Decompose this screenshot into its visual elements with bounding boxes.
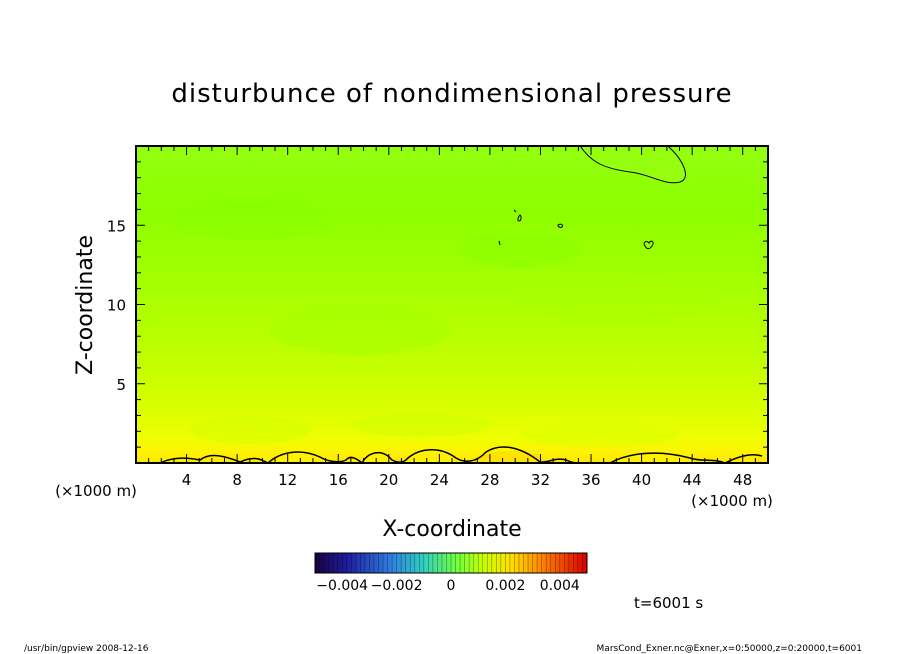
heatmap-field [136,146,768,463]
contour-top-right [579,146,686,184]
x-tick-label: 44 [683,471,702,489]
contour-small-4 [513,209,517,213]
contour-small-5 [498,240,501,246]
x-tick-label: 40 [632,471,651,489]
y-tick-label: 5 [116,376,126,394]
colorbar-tick-label: 0 [447,578,456,594]
x-axis-title: X-coordinate [382,517,521,542]
colorbar-tick-label: −0.004 [316,578,368,594]
x-axis-ticks: 4 8 12 16 20 24 28 32 36 40 44 48 [148,146,756,489]
x-tick-label: 32 [531,471,550,489]
contour-small-2 [517,214,522,222]
contour-small-1 [643,240,654,250]
chart-title: disturbunce of nondimensional pressure [171,79,732,109]
y-tick-label: 15 [107,217,126,235]
colorbar-tick-labels: −0.004 −0.002 0 0.002 0.004 [316,578,580,594]
colorbar-tick-label: −0.002 [371,578,423,594]
field-patches [170,200,720,447]
colorbar-stripes [319,553,583,573]
x-tick-label: 48 [733,471,752,489]
x-tick-label: 8 [232,471,242,489]
x-unit-label-right: (×1000 m) [691,492,773,510]
x-tick-label: 28 [480,471,499,489]
x-tick-label: 12 [278,471,297,489]
field-background [136,146,768,463]
y-tick-label: 10 [107,297,126,315]
x-tick-label: 20 [379,471,398,489]
time-annotation: t=6001 s [634,594,703,612]
colorbar-tick-label: 0.004 [540,578,580,594]
colorbar-gradient [315,553,587,573]
contour-small-3 [557,223,564,228]
x-tick-label: 36 [581,471,600,489]
footer-left: /usr/bin/gpview 2008-12-16 [24,644,149,654]
colorbar: −0.004 −0.002 0 0.002 0.004 [314,552,588,594]
x-unit-label-left: (×1000 m) [55,482,137,500]
surface-bumps [260,451,695,463]
y-axis-ticks: 5 10 15 [107,161,768,448]
colorbar-frame [314,552,588,574]
x-tick-label: 4 [182,471,192,489]
y-axis-title: Z-coordinate [73,235,98,375]
x-tick-label: 16 [329,471,348,489]
colorbar-tick-label: 0.002 [485,578,525,594]
footer-right: MarsCond_Exner.nc@Exner,x=0:50000,z=0:20… [597,644,862,654]
contour-bottom [159,446,763,463]
x-tick-label: 24 [430,471,449,489]
